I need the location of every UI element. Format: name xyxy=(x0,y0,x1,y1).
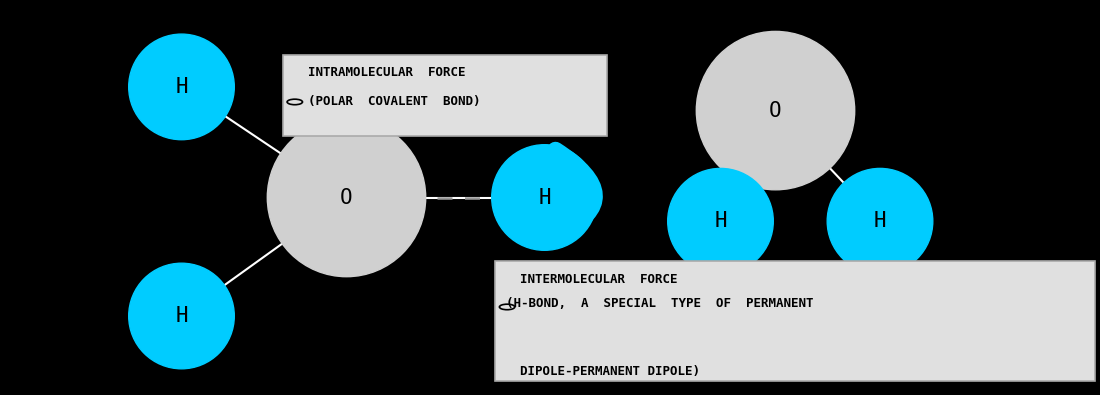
Text: H: H xyxy=(175,77,188,97)
Text: O: O xyxy=(769,101,782,120)
FancyArrowPatch shape xyxy=(556,150,595,233)
Ellipse shape xyxy=(129,34,234,140)
Text: H: H xyxy=(873,211,887,231)
Text: H: H xyxy=(538,188,551,207)
Text: DIPOLE-PERMANENT DIPOLE): DIPOLE-PERMANENT DIPOLE) xyxy=(520,365,701,378)
Text: O: O xyxy=(340,188,353,207)
Text: (H-BOND,  A  SPECIAL  TYPE  OF  PERMANENT: (H-BOND, A SPECIAL TYPE OF PERMANENT xyxy=(506,297,814,310)
Text: H: H xyxy=(714,211,727,231)
FancyBboxPatch shape xyxy=(283,55,607,136)
Ellipse shape xyxy=(827,168,933,274)
Ellipse shape xyxy=(267,118,426,277)
Text: (POLAR  COVALENT  BOND): (POLAR COVALENT BOND) xyxy=(308,95,481,108)
Text: INTERMOLECULAR  FORCE: INTERMOLECULAR FORCE xyxy=(520,273,678,286)
Ellipse shape xyxy=(668,168,773,274)
Text: H: H xyxy=(175,306,188,326)
Ellipse shape xyxy=(492,145,597,250)
Text: INTRAMOLECULAR  FORCE: INTRAMOLECULAR FORCE xyxy=(308,66,465,79)
Ellipse shape xyxy=(696,31,855,190)
FancyBboxPatch shape xyxy=(495,261,1094,381)
FancyArrowPatch shape xyxy=(277,150,390,249)
Ellipse shape xyxy=(129,263,234,369)
